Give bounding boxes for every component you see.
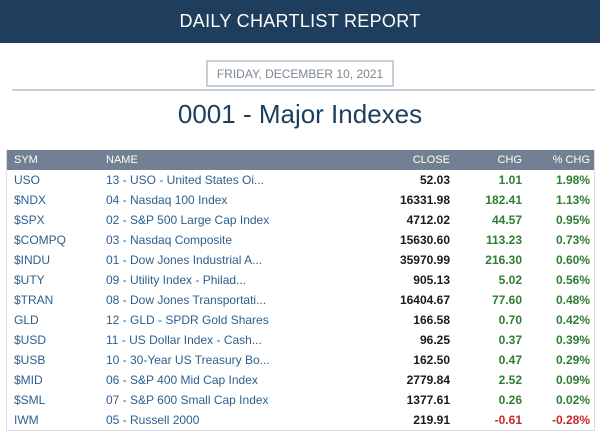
symbol-link[interactable]: $INDU (14, 253, 51, 267)
index-name-link[interactable]: 03 - Nasdaq Composite (106, 233, 233, 247)
table-row[interactable]: $SPX 02 - S&P 500 Large Cap Index 4712.02 4… (7, 210, 594, 230)
table-body: USO 13 - USO - United States Oi... 52.03 1.… (7, 170, 594, 430)
banner-title: DAILY CHARTLIST REPORT (179, 11, 421, 31)
change-value: 1.01 (498, 173, 522, 187)
percent-change-value: 1.98% (555, 173, 590, 187)
symbol-link[interactable]: GLD (14, 313, 39, 327)
close-value: 2779.84 (406, 373, 450, 387)
symbol-link[interactable]: IWM (14, 413, 39, 427)
percent-change-value: 0.73% (555, 233, 590, 247)
close-value: 96.25 (419, 333, 450, 347)
close-value: 15630.60 (399, 233, 450, 247)
table-row[interactable]: $UTY 09 - Utility Index - Philad... 905.13… (7, 270, 594, 290)
page-title: 0001 - Major Indexes (177, 99, 423, 129)
column-header-chg[interactable]: CHG (497, 154, 522, 166)
percent-change-value: 0.39% (555, 333, 590, 347)
index-name-link[interactable]: 13 - USO - United States Oi... (106, 173, 265, 187)
index-name-link[interactable]: 04 - Nasdaq 100 Index (106, 193, 228, 207)
index-name-link[interactable]: 12 - GLD - SPDR Gold Shares (106, 313, 269, 327)
change-value: 182.41 (485, 193, 522, 207)
change-value: 5.02 (498, 273, 522, 287)
change-value: 0.47 (498, 353, 522, 367)
close-value: 905.13 (413, 273, 450, 287)
close-value: 16331.98 (399, 193, 450, 207)
table-row[interactable]: USO 13 - USO - United States Oi... 52.03 1.… (7, 170, 594, 190)
change-value: 44.57 (491, 213, 522, 227)
percent-change-value: 0.60% (555, 253, 590, 267)
column-header-pct-chg[interactable]: % CHG (552, 154, 590, 166)
change-value: 0.37 (498, 333, 522, 347)
table-row[interactable]: $NDX 04 - Nasdaq 100 Index 16331.98 182.41 1… (7, 190, 594, 210)
symbol-link[interactable]: USO (14, 173, 41, 187)
close-value: 16404.67 (399, 293, 450, 307)
table-row[interactable]: GLD 12 - GLD - SPDR Gold Shares 166.58 0.70… (7, 310, 594, 330)
change-value: 2.52 (498, 373, 522, 387)
close-value: 1377.61 (406, 393, 450, 407)
percent-change-value: 0.95% (555, 213, 590, 227)
symbol-link[interactable]: $USB (14, 353, 46, 367)
report-date-box: FRIDAY, DECEMBER 10, 2021 (206, 60, 394, 87)
index-name-link[interactable]: 05 - Russell 2000 (106, 413, 200, 427)
divider (12, 89, 595, 91)
column-header-close[interactable]: CLOSE (412, 154, 450, 166)
index-name-link[interactable]: 08 - Dow Jones Transportati... (106, 293, 267, 307)
table-row[interactable]: $INDU 01 - Dow Jones Industrial A... 35970… (7, 250, 594, 270)
change-value: 77.60 (491, 293, 522, 307)
symbol-link[interactable]: $SPX (14, 213, 45, 227)
table-row[interactable]: $MID 06 - S&P 400 Mid Cap Index 2779.84 2.5… (7, 370, 594, 390)
percent-change-value: 0.02% (555, 393, 590, 407)
close-value: 4712.02 (406, 213, 450, 227)
table-row[interactable]: $COMPQ 03 - Nasdaq Composite 15630.60 113.2… (7, 230, 594, 250)
change-value: -0.61 (494, 413, 522, 427)
percent-change-value: 0.29% (555, 353, 590, 367)
index-name-link[interactable]: 01 - Dow Jones Industrial A... (106, 253, 263, 267)
close-value: 162.50 (413, 353, 450, 367)
symbol-link[interactable]: $MID (14, 373, 43, 387)
close-value: 52.03 (419, 173, 450, 187)
symbol-link[interactable]: $TRAN (14, 293, 54, 307)
table-row[interactable]: IWM 05 - Russell 2000 219.91 -0.61 -0.28% (7, 410, 594, 430)
change-value: 113.23 (485, 233, 522, 247)
column-header-name[interactable]: NAME (106, 154, 138, 166)
index-name-link[interactable]: 09 - Utility Index - Philad... (106, 273, 247, 287)
symbol-link[interactable]: $COMPQ (14, 233, 67, 247)
percent-change-value: -0.28% (551, 413, 590, 427)
close-value: 219.91 (413, 413, 450, 427)
table-row[interactable]: $USB 10 - 30-Year US Treasury Bo... 162.50… (7, 350, 594, 370)
change-value: 216.30 (485, 253, 522, 267)
table-row[interactable]: $SML 07 - S&P 600 Small Cap Index 1377.61 0… (7, 390, 594, 410)
table-row[interactable]: $USD 11 - US Dollar Index - Cash... 96.25 0… (7, 330, 594, 350)
change-value: 0.70 (498, 313, 522, 327)
index-name-link[interactable]: 07 - S&P 600 Small Cap Index (106, 393, 269, 407)
table-header: SYM NAME CLOSE CHG % CHG (7, 150, 594, 170)
column-header-sym[interactable]: SYM (14, 154, 38, 166)
percent-change-value: 0.56% (555, 273, 590, 287)
close-value: 35970.99 (399, 253, 450, 267)
index-table: SYM NAME CLOSE CHG % CHG USO 13 - USO - U… (6, 150, 595, 431)
symbol-link[interactable]: $UTY (14, 273, 45, 287)
index-name-link[interactable]: 11 - US Dollar Index - Cash... (106, 333, 262, 347)
symbol-link[interactable]: $SML (14, 393, 46, 407)
percent-change-value: 1.13% (555, 193, 590, 207)
percent-change-value: 0.42% (555, 313, 590, 327)
percent-change-value: 0.09% (555, 373, 590, 387)
report-banner: DAILY CHARTLIST REPORT (0, 0, 600, 43)
index-name-link[interactable]: 10 - 30-Year US Treasury Bo... (106, 353, 270, 367)
percent-change-value: 0.48% (555, 293, 590, 307)
index-name-link[interactable]: 06 - S&P 400 Mid Cap Index (106, 373, 258, 387)
symbol-link[interactable]: $NDX (14, 193, 47, 207)
close-value: 166.58 (413, 313, 450, 327)
change-value: 0.26 (498, 393, 522, 407)
table-row[interactable]: $TRAN 08 - Dow Jones Transportati... 16404… (7, 290, 594, 310)
index-name-link[interactable]: 02 - S&P 500 Large Cap Index (106, 213, 270, 227)
report-date: FRIDAY, DECEMBER 10, 2021 (216, 66, 384, 81)
symbol-link[interactable]: $USD (14, 333, 47, 347)
